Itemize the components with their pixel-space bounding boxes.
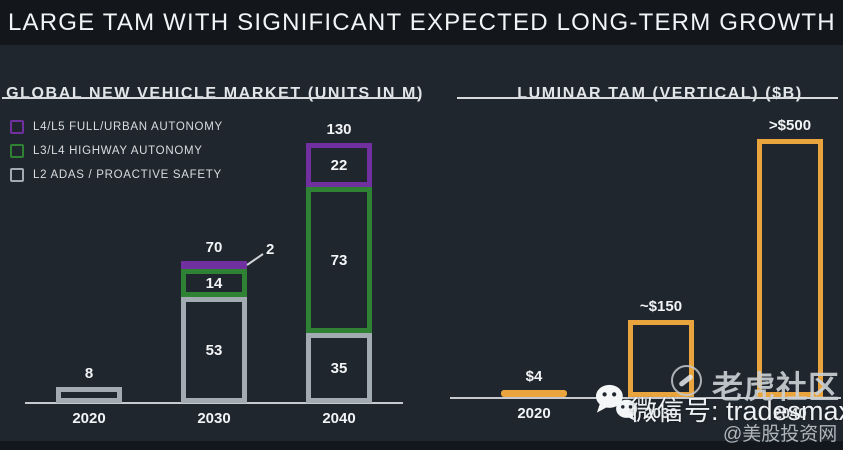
x-axis-category-label: 2040: [773, 405, 807, 422]
legend-item-label: L2 ADAS / PROACTIVE SAFETY: [33, 169, 222, 181]
segment-value-label: 22: [330, 156, 348, 174]
bar-total-label: 8: [84, 365, 94, 382]
bottom-band: [0, 441, 843, 450]
segment-value-label: 53: [205, 341, 223, 359]
bar-segment: [306, 187, 372, 333]
legend-item-label: L3/L4 HIGHWAY AUTONOMY: [33, 145, 203, 157]
right-x-axis: [450, 397, 841, 399]
bar-segment: [56, 387, 122, 403]
legend-item: L2 ADAS / PROACTIVE SAFETY: [10, 163, 223, 187]
x-axis-category-label: 2020: [72, 410, 106, 427]
segment-value-label: 35: [330, 359, 348, 377]
x-axis-category-label: 2030: [197, 410, 231, 427]
bar-segment: [306, 333, 372, 403]
bar-segment: [181, 261, 247, 269]
tiger-logo-icon: [671, 365, 702, 396]
bar: [757, 139, 823, 397]
legend-swatch-icon: [10, 120, 24, 134]
legend-item: L3/L4 HIGHWAY AUTONOMY: [10, 139, 223, 163]
slide-title-text: LARGE TAM WITH SIGNIFICANT EXPECTED LONG…: [8, 8, 836, 36]
x-axis-category-label: 2030: [644, 405, 678, 422]
left-x-axis: [25, 402, 403, 404]
slide-title-bar: LARGE TAM WITH SIGNIFICANT EXPECTED LONG…: [0, 0, 843, 45]
bar-segment: [181, 269, 247, 297]
segment-value-label: 14: [205, 274, 223, 292]
bar-total-label: 130: [326, 121, 352, 138]
bar-value-label: $4: [525, 368, 543, 385]
wechat-watermark-text: 微信号: tradesmax: [630, 396, 843, 426]
x-axis-category-label: 2020: [517, 405, 551, 422]
legend-item: L4/L5 FULL/URBAN AUTONOMY: [10, 115, 223, 139]
right-title-underline: [457, 97, 838, 99]
chart-legend: L4/L5 FULL/URBAN AUTONOMY L3/L4 HIGHWAY A…: [10, 115, 223, 187]
bar: [628, 320, 694, 397]
bar-value-label: >$500: [768, 117, 812, 134]
bar: [501, 390, 567, 397]
stock-site-watermark: @美股投资网: [723, 424, 838, 445]
segment-value-label: 73: [330, 251, 348, 269]
bar-total-label: 70: [205, 239, 223, 256]
left-title-underline: [2, 97, 418, 99]
bar-value-label: ~$150: [639, 298, 683, 315]
bar-segment: [306, 143, 372, 187]
callout-line: [246, 253, 264, 266]
wechat-icon: [595, 383, 641, 430]
left-chart-title: GLOBAL NEW VEHICLE MARKET (UNITS IN M): [6, 85, 424, 103]
bar-segment: [181, 297, 247, 403]
legend-item-label: L4/L5 FULL/URBAN AUTONOMY: [33, 121, 223, 133]
tiger-community-watermark: 老虎社区: [712, 370, 840, 405]
right-chart-title: LUMINAR TAM (VERTICAL) ($B): [517, 85, 803, 103]
legend-swatch-icon: [10, 168, 24, 182]
legend-swatch-icon: [10, 144, 24, 158]
x-axis-category-label: 2040: [322, 410, 356, 427]
callout-value-label: 2: [266, 241, 275, 258]
